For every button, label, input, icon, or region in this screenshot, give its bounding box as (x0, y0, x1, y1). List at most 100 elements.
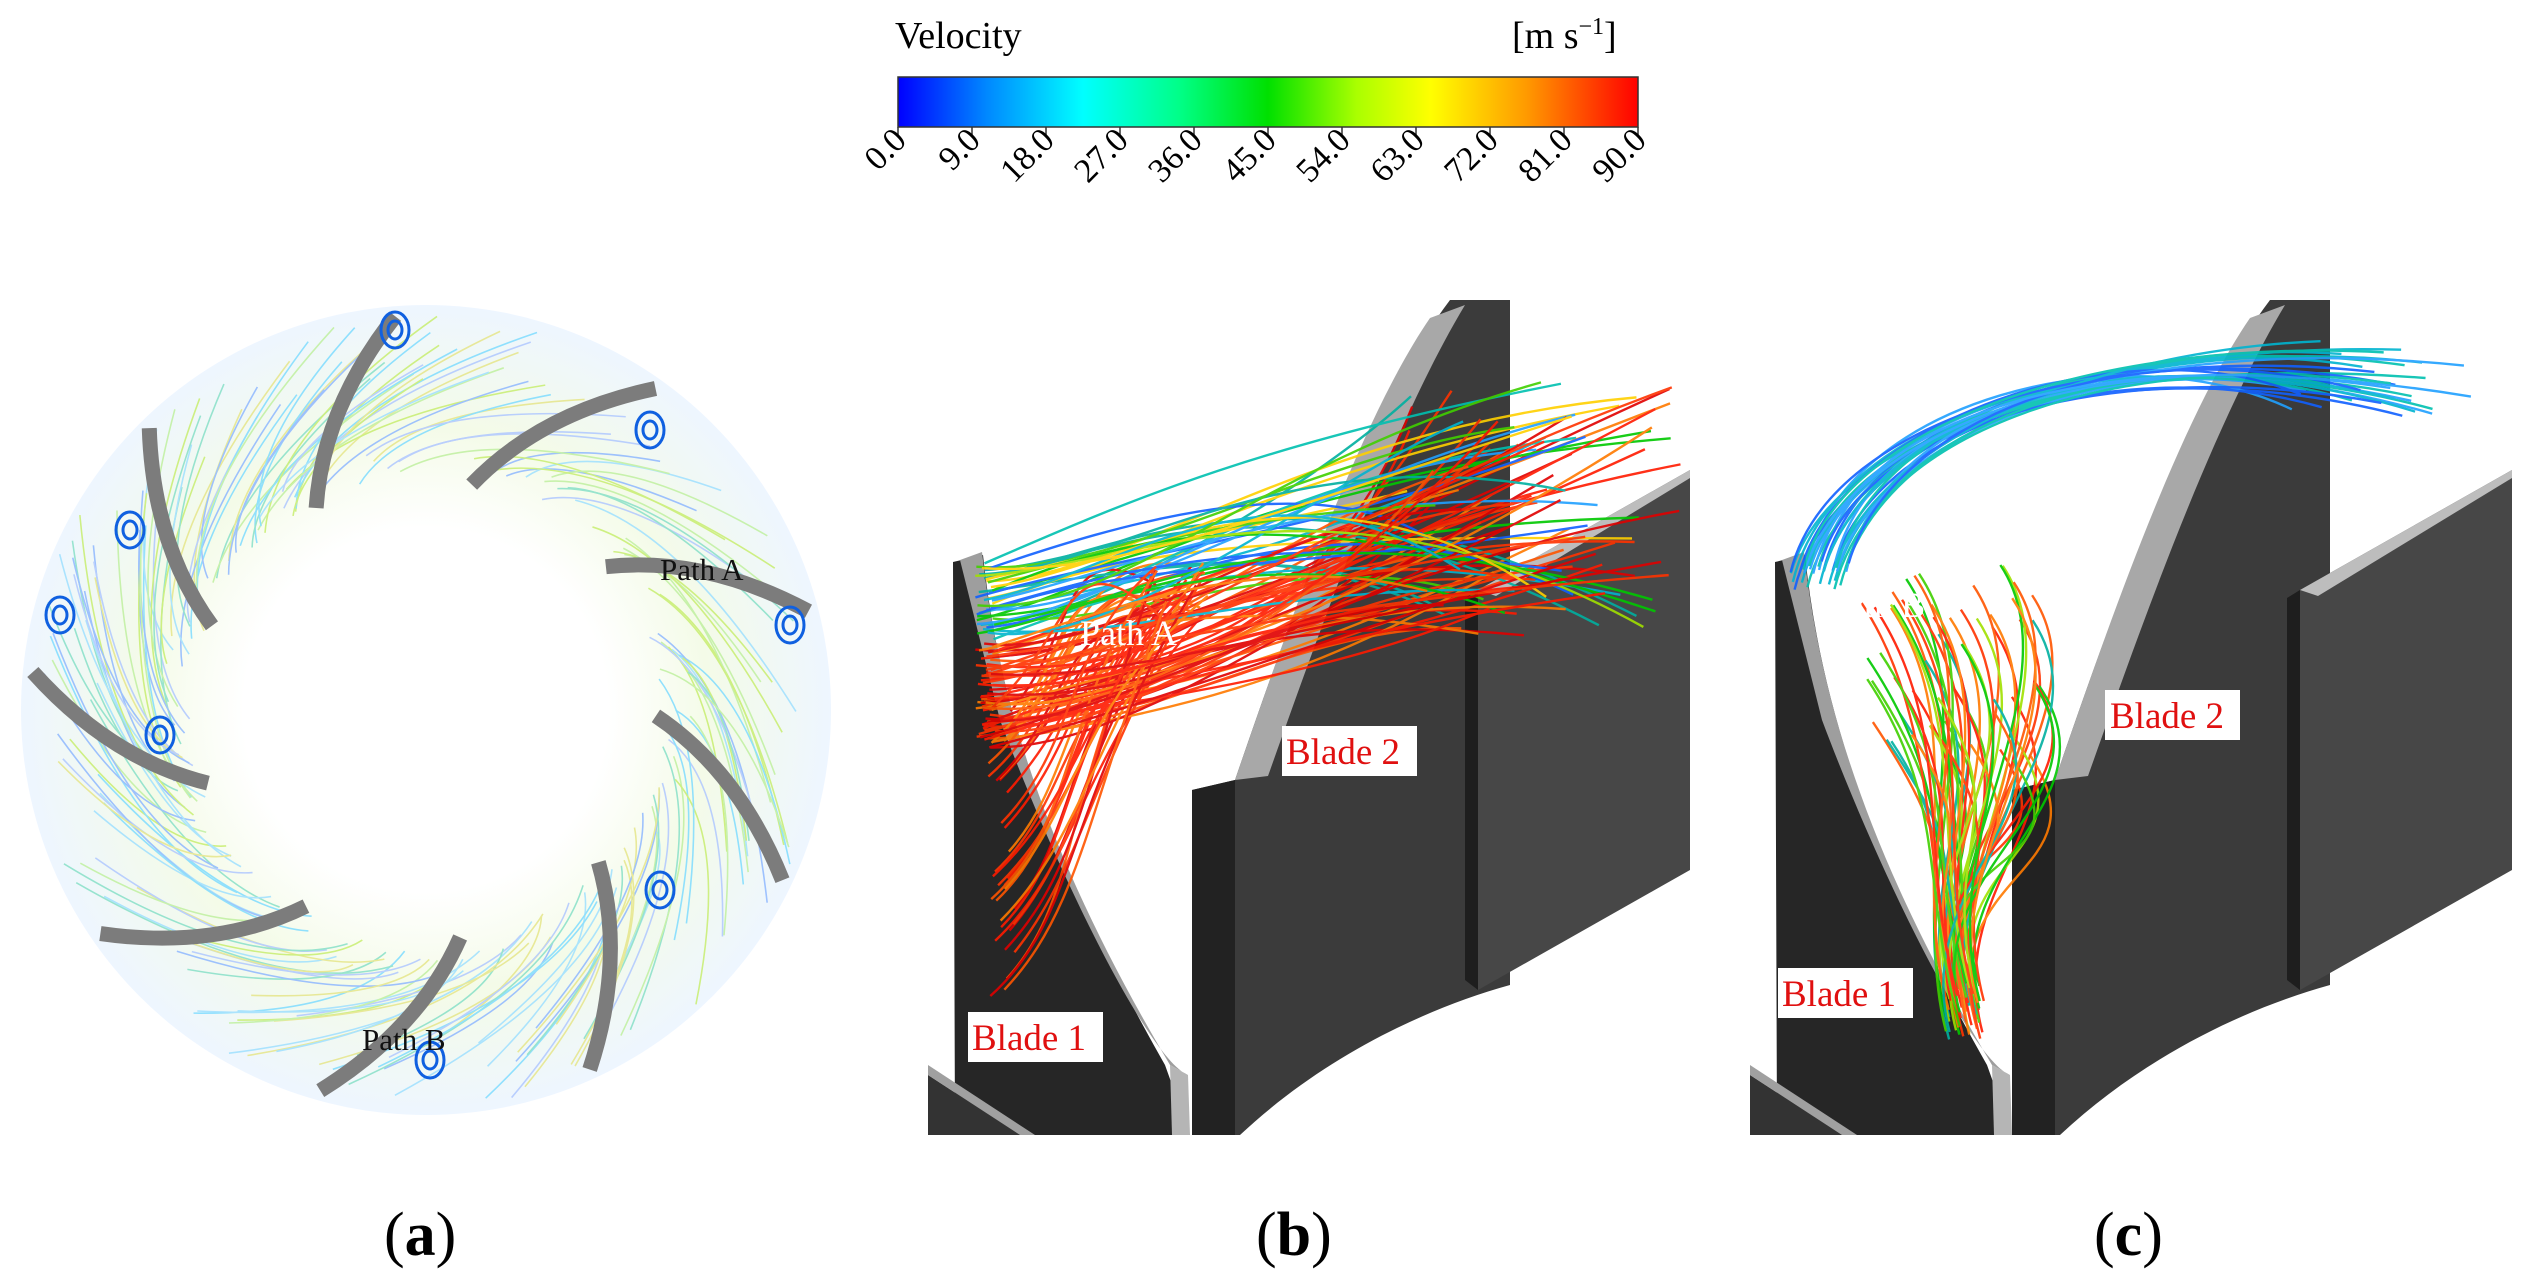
blade-0-corner-edge (928, 1065, 1035, 1135)
vortex-loop (414, 1040, 446, 1080)
colorbar-tick-label: 9.0 (931, 121, 987, 177)
streamline (981, 415, 1572, 571)
streamline (982, 470, 1435, 710)
streamline (992, 593, 1187, 878)
panel-b-streamlines (975, 381, 1681, 997)
panel-b-blades (928, 300, 1690, 1135)
streamline (1827, 339, 2321, 585)
streamline (601, 831, 661, 997)
streamline (992, 452, 1573, 658)
blade-1-edge (960, 552, 1188, 1075)
impeller-vane (141, 427, 218, 631)
impeller-vane (651, 709, 790, 883)
panel-c-blade1-label-bg (1778, 968, 1913, 1018)
streamline (1960, 643, 1995, 1002)
vortex-core (781, 614, 799, 636)
streamline (258, 327, 356, 527)
vortex-loop (774, 605, 806, 645)
streamline (1812, 373, 2391, 574)
panel-a-caption: (a) (384, 1201, 456, 1269)
c-blade-3-side (2287, 590, 2300, 990)
streamline (153, 415, 202, 703)
impeller-disc (21, 305, 831, 1115)
streamline (1013, 580, 1203, 953)
streamline (388, 902, 570, 1059)
streamline (228, 959, 439, 1024)
streamline (588, 782, 670, 1051)
streamline (526, 865, 624, 1056)
streamline (251, 958, 430, 997)
streamline (1808, 371, 2426, 567)
streamline (1936, 696, 1978, 997)
streamline (976, 426, 1515, 569)
panel-b-blade-2-label: Blade 2 (1286, 732, 1400, 773)
colorbar-tick-label: 27.0 (1067, 121, 1135, 189)
impeller-vane (27, 666, 210, 791)
streamline (73, 628, 179, 792)
streamline (999, 562, 1205, 922)
colorbar-tick-label: 18.0 (993, 121, 1061, 189)
streamline (986, 408, 1656, 669)
streamline (237, 970, 464, 1013)
vortex-loop (379, 310, 411, 350)
streamline (659, 668, 790, 848)
streamline (96, 682, 232, 857)
impeller-vane (605, 557, 812, 618)
colorbar-tick-label: 36.0 (1141, 121, 1209, 189)
streamline (170, 360, 291, 637)
vortex-core (386, 319, 404, 341)
vortex-loop (44, 595, 76, 635)
streamline (671, 648, 749, 857)
colorbar-tick-label: 72.0 (1437, 121, 1505, 189)
blade-2-face (1192, 300, 1510, 1135)
streamline (1873, 606, 1959, 997)
streamline (85, 619, 242, 868)
colorbar-tick-label: 45.0 (1215, 121, 1283, 189)
streamline (62, 758, 253, 874)
streamline (657, 632, 768, 903)
colorbar-tick-label: 90.0 (1585, 121, 1653, 189)
streamline (1802, 349, 2384, 571)
streamline (658, 678, 695, 924)
streamline (190, 394, 298, 639)
streamline (570, 859, 633, 1065)
streamline (293, 331, 538, 498)
streamline (348, 885, 584, 1086)
streamline (234, 389, 325, 553)
impeller-vortices (44, 310, 806, 1080)
streamline (648, 587, 789, 844)
streamline (986, 396, 1637, 583)
streamline (544, 480, 774, 593)
streamline (358, 393, 551, 485)
colorbar-title: Velocity (895, 15, 1022, 57)
streamline (613, 550, 773, 683)
streamline (1835, 354, 2405, 569)
streamline (976, 551, 1653, 635)
blade-1-lip (1170, 1065, 1190, 1135)
streamline (1879, 652, 1968, 998)
colorbar-tick-label: 0.0 (857, 121, 913, 177)
streamline (169, 444, 193, 655)
streamline (541, 496, 759, 587)
streamline (985, 573, 1669, 671)
vortex-core (51, 604, 69, 626)
impeller-vane (316, 934, 468, 1097)
streamline (71, 557, 190, 764)
streamline (57, 760, 232, 858)
blade-3-side (1465, 590, 1478, 990)
streamline (983, 508, 1462, 646)
streamline (551, 470, 768, 537)
panel-b-blade-1-label: Blade 1 (972, 1018, 1086, 1059)
streamline (992, 420, 1499, 687)
streamline (982, 502, 1515, 678)
streamline (487, 892, 587, 1067)
streamline (150, 398, 201, 715)
streamline (247, 913, 544, 1057)
streamline (992, 575, 1428, 649)
streamline (993, 573, 1506, 626)
blade-2-side (1192, 780, 1235, 1135)
streamline (555, 827, 638, 1025)
streamline (480, 467, 776, 569)
streamline (1889, 603, 1971, 989)
panel-c-path-b-label: Path B (1828, 585, 1925, 625)
